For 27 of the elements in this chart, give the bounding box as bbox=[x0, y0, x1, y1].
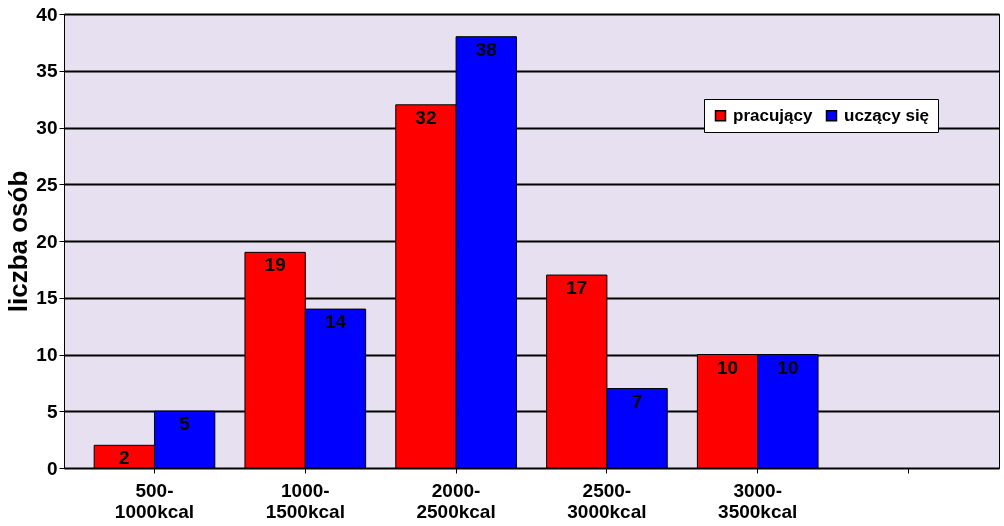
y-tick-label: 20 bbox=[36, 230, 58, 252]
y-tick-label: 0 bbox=[46, 457, 58, 479]
x-tick-label: 3000- 3500kcal bbox=[718, 479, 798, 522]
y-tick-label: 5 bbox=[46, 400, 58, 422]
y-tick-label: 25 bbox=[36, 173, 58, 195]
y-tick-label: 35 bbox=[36, 60, 58, 82]
y-tick-label: 10 bbox=[36, 344, 58, 365]
data-label: 14 bbox=[324, 311, 347, 333]
data-label: 38 bbox=[475, 38, 497, 60]
y-tick-label: 30 bbox=[36, 117, 58, 138]
data-label: 2 bbox=[119, 447, 130, 469]
x-tick-label: 500- 1000kcal bbox=[114, 479, 195, 522]
x-tick-label: 1000- 1500kcal bbox=[265, 479, 345, 522]
x-tick-label: 2000- 2500kcal bbox=[416, 479, 496, 522]
data-label: 10 bbox=[716, 356, 739, 378]
data-label: 19 bbox=[264, 254, 286, 276]
y-axis-title: liczba osób bbox=[3, 170, 34, 313]
data-label: 5 bbox=[179, 413, 191, 435]
data-label: 17 bbox=[566, 277, 588, 299]
y-tick-label: 40 bbox=[36, 3, 58, 25]
data-label: 32 bbox=[415, 106, 437, 128]
y-tick-label: 15 bbox=[36, 287, 58, 309]
legend-label: pracujący bbox=[733, 105, 813, 125]
data-label: 10 bbox=[777, 356, 799, 378]
data-label: 7 bbox=[631, 390, 643, 412]
legend-label: uczący się bbox=[844, 105, 930, 125]
x-tick-label: 2500- 3000kcal bbox=[567, 479, 647, 522]
